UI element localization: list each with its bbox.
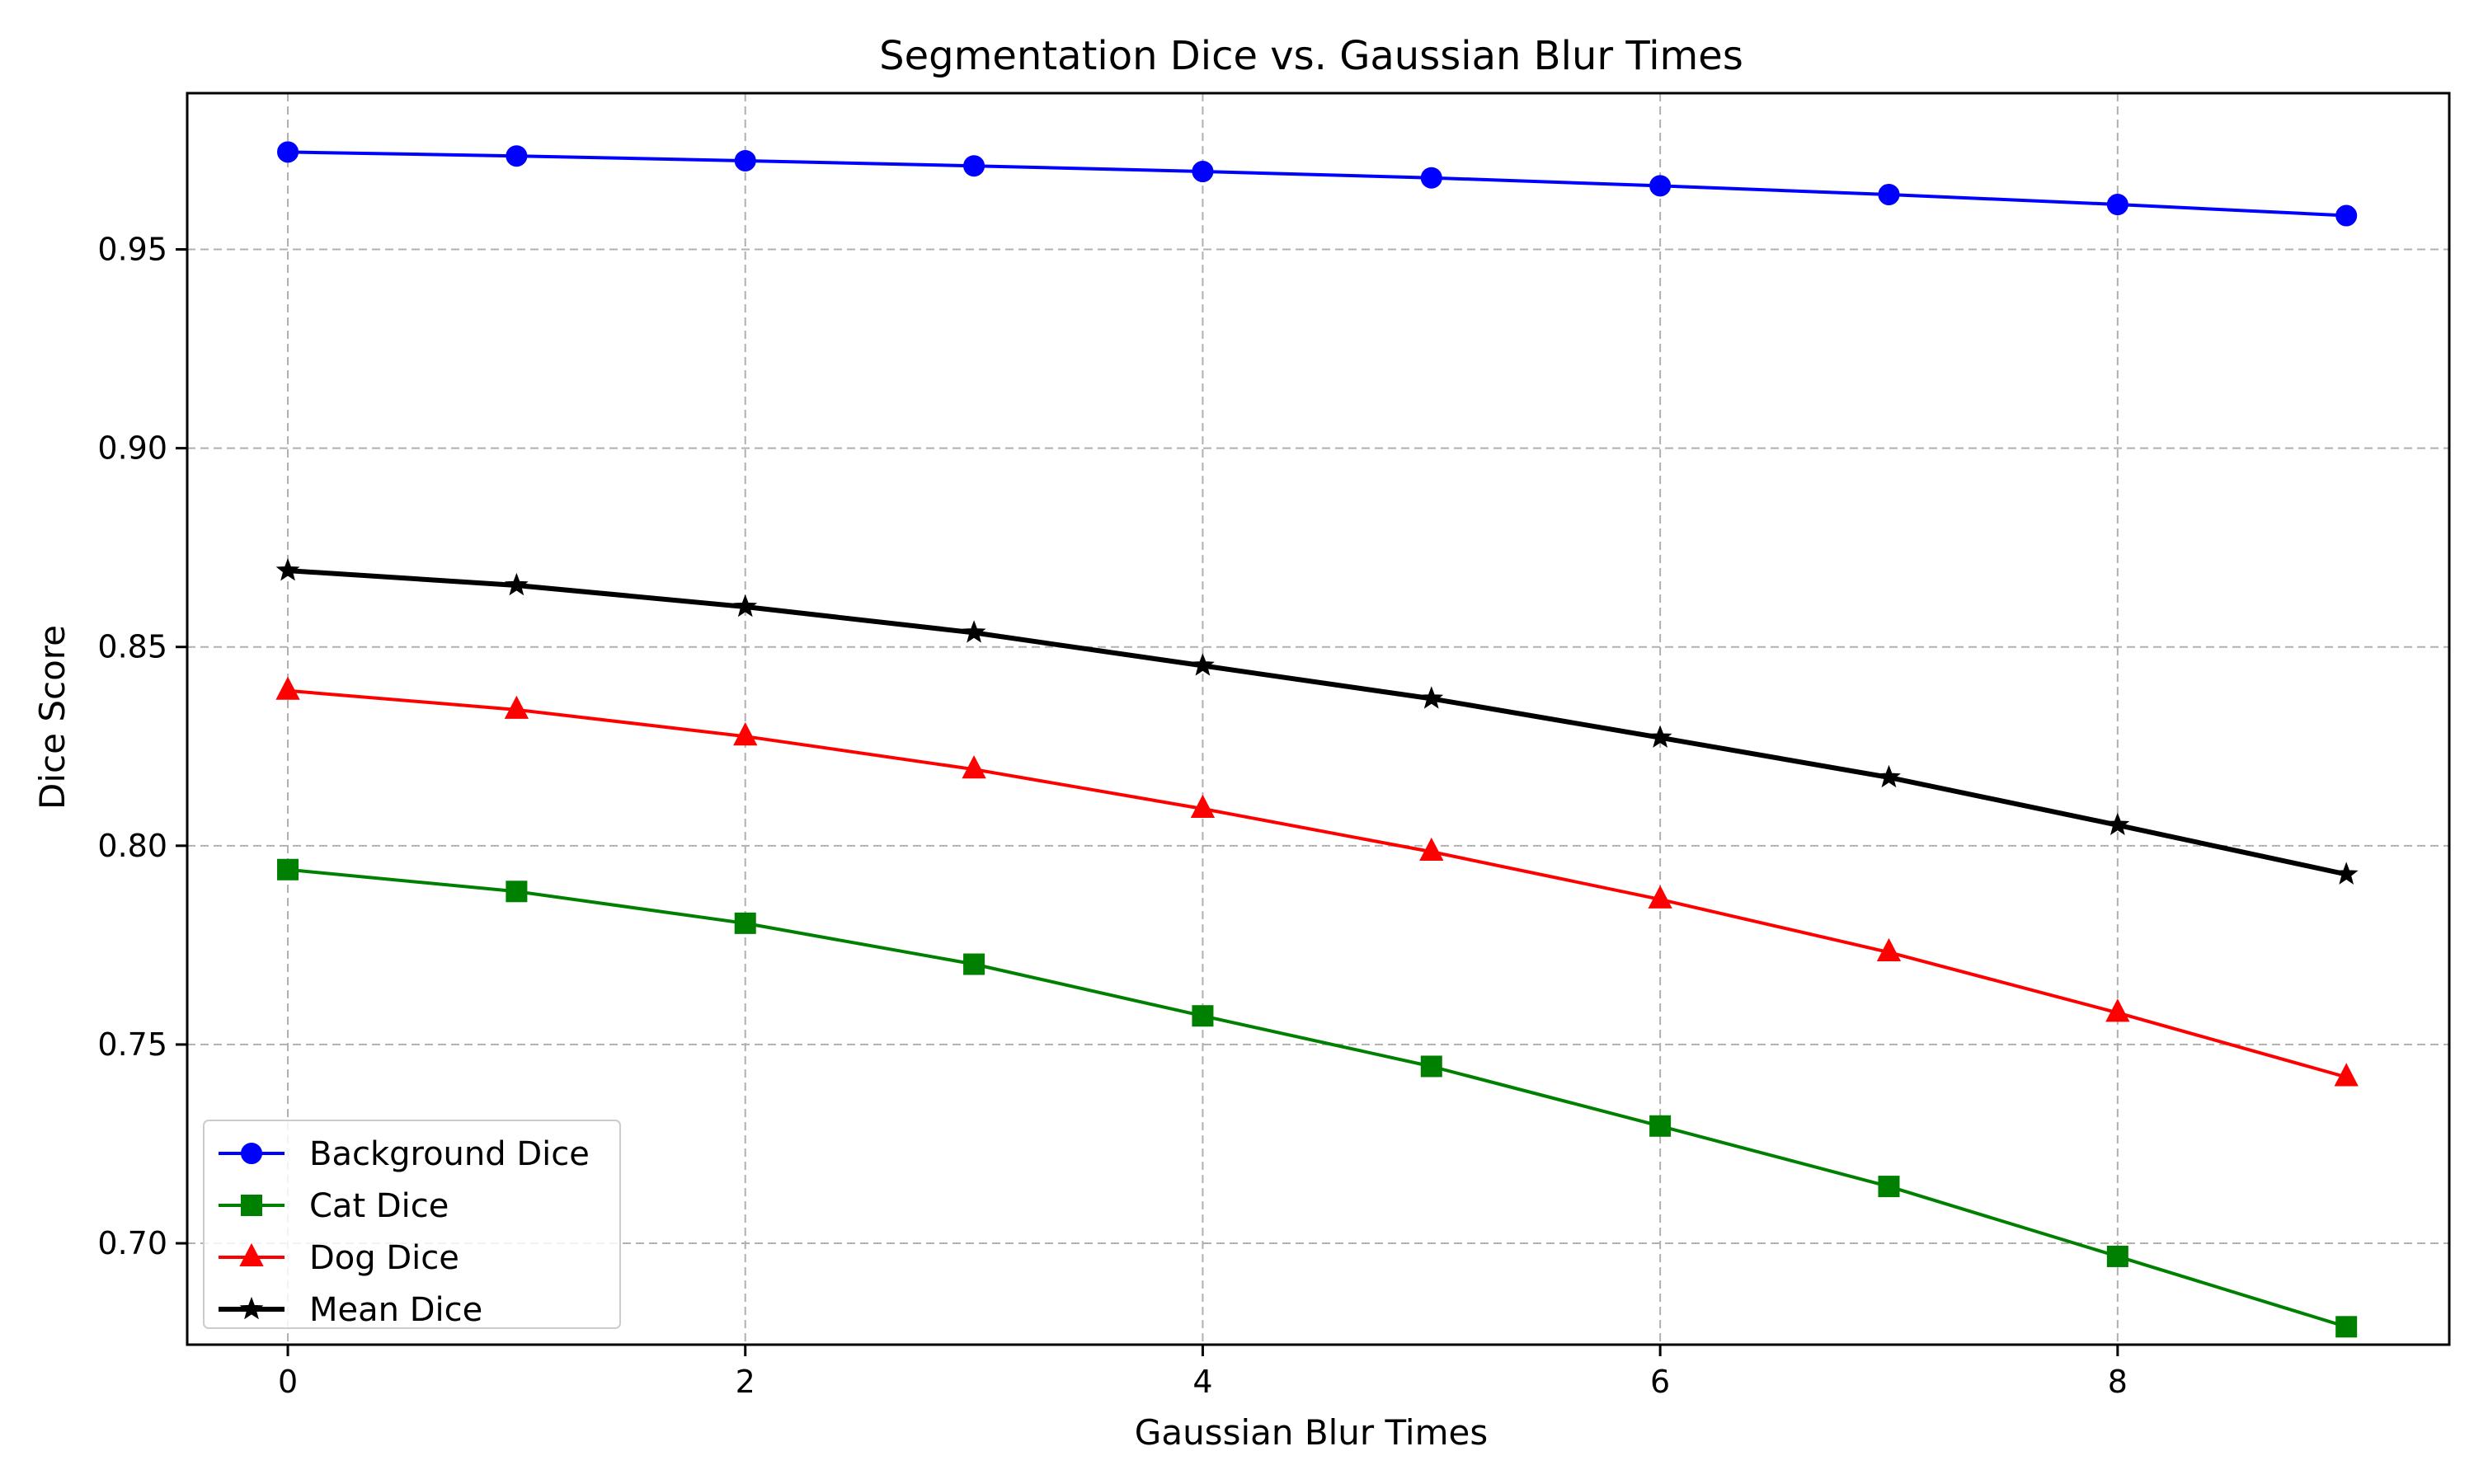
legend-box [203, 1120, 621, 1329]
data-point [962, 620, 986, 643]
series-line [287, 688, 2347, 1079]
data-point [1648, 725, 1672, 748]
data-point [504, 572, 529, 596]
legend-label: Mean Dice [309, 1291, 482, 1329]
data-point [1192, 1005, 1214, 1027]
legend-marker [241, 1195, 262, 1216]
data-point [963, 953, 985, 975]
legend-label: Cat Dice [309, 1187, 449, 1225]
data-point [277, 858, 299, 881]
legend-marker [239, 1296, 264, 1320]
data-point [506, 881, 528, 903]
data-point [733, 594, 758, 618]
legend-item: Mean Dice [219, 1291, 482, 1329]
series-line [287, 568, 2347, 877]
data-point [1649, 175, 1672, 197]
legend-item: Cat Dice [219, 1187, 449, 1225]
data-point [2106, 194, 2128, 216]
data-point [1191, 653, 1215, 676]
data-point [1420, 167, 1442, 189]
legend-item: Dog Dice [219, 1239, 459, 1277]
data-point [1877, 764, 1901, 788]
data-point [2105, 998, 2130, 1022]
chart-title: Segmentation Dice vs. Gaussian Blur Time… [879, 33, 1743, 79]
axis-ticks: 0 2 4 6 8 0.70 0.75 0.80 0.85 0.90 0.95 [97, 232, 2128, 1400]
y-axis-title: Dice Score [32, 625, 73, 810]
data-point [2106, 1245, 2128, 1267]
data-point [1419, 837, 1444, 862]
y-tick-label: 0.85 [97, 629, 167, 665]
series-line [287, 150, 2347, 218]
y-tick-label: 0.80 [97, 828, 167, 864]
series-line [287, 867, 2347, 1329]
data-point [1420, 1055, 1442, 1078]
data-point [734, 149, 756, 171]
legend-label: Background Dice [309, 1135, 590, 1173]
legend-marker [239, 1242, 264, 1266]
data-point [1878, 1176, 1900, 1198]
x-tick-label: 6 [1650, 1364, 1670, 1400]
legend-label: Dog Dice [309, 1239, 459, 1277]
data-point [1649, 1115, 1672, 1137]
data-point [734, 912, 756, 934]
data-point [2334, 1063, 2359, 1087]
data-point [733, 722, 758, 746]
data-point [1878, 183, 1900, 205]
data-point [504, 695, 529, 719]
y-tick-label: 0.75 [97, 1026, 167, 1063]
x-tick-label: 2 [736, 1364, 755, 1400]
data-point [1876, 937, 1902, 962]
data-point [2105, 812, 2130, 836]
y-tick-label: 0.95 [97, 232, 167, 268]
data-point [1648, 885, 1672, 909]
data-point [1192, 160, 1214, 182]
plot-frame [186, 92, 2451, 1346]
legend-item: Background Dice [219, 1135, 590, 1173]
data-point [2334, 862, 2359, 885]
series-3 [275, 676, 2359, 1087]
data-point [1190, 794, 1216, 818]
data-point [962, 755, 986, 779]
x-axis-title: Gaussian Blur Times [1135, 1412, 1488, 1453]
data-point [275, 676, 300, 700]
data-point [1419, 686, 1444, 709]
data-point [275, 557, 300, 581]
data-point [506, 145, 528, 167]
series-layer [275, 141, 2359, 1338]
series-4 [275, 557, 2359, 885]
series-2 [277, 858, 2358, 1338]
x-tick-label: 0 [278, 1364, 298, 1400]
y-tick-label: 0.70 [97, 1225, 167, 1261]
data-point [277, 141, 299, 163]
legend-marker [241, 1143, 262, 1164]
data-point [2335, 204, 2358, 227]
legend: Background Dice Cat Dice Dog Dice Mean Dice [203, 1120, 621, 1329]
data-point [963, 155, 985, 177]
x-tick-label: 4 [1192, 1364, 1212, 1400]
series-1 [277, 141, 2358, 227]
y-tick-label: 0.90 [97, 430, 167, 467]
x-tick-label: 8 [2108, 1364, 2128, 1400]
data-point [2335, 1316, 2358, 1338]
